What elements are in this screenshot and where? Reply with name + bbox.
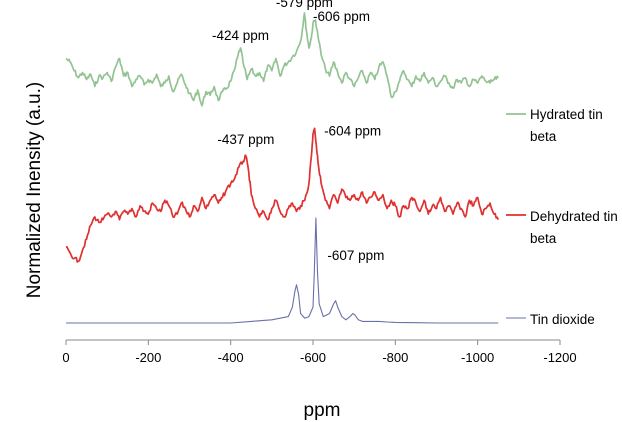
plot-lines	[65, 12, 500, 324]
y-axis-label: Normalized Inensity (a.u.)	[24, 82, 45, 298]
peak-annotations: -424 ppm -579 ppm-606 ppm -437 ppm -604 ppm…	[212, 0, 384, 263]
peak-label: -437 ppm	[217, 132, 274, 147]
series-line-dehydrated-tin-beta	[65, 127, 500, 263]
x-tick-label: -800	[382, 350, 408, 365]
legend-label: beta	[530, 231, 557, 246]
x-tick-label: -400	[218, 350, 244, 365]
legend-label: beta	[530, 129, 557, 144]
peak-label: -606 ppm	[313, 9, 370, 24]
legend-label: Tin dioxide	[530, 312, 595, 327]
peak-label: -604 ppm	[324, 123, 381, 138]
x-tick-label: -200	[135, 350, 161, 365]
series-line-tin-dioxide	[66, 217, 499, 324]
x-axis: 0 -200 -400 -600 -800 -1000 -1200	[62, 339, 577, 365]
series-line-hydrated-tin-beta	[65, 12, 499, 107]
legend: Hydrated tin beta Dehydrated tin beta Tin di…	[506, 107, 618, 327]
peak-label: -607 ppm	[327, 248, 384, 263]
legend-label: Hydrated tin	[530, 107, 603, 122]
legend-label: Dehydrated tin	[530, 209, 618, 224]
peak-label: -579 ppm	[276, 0, 333, 10]
peak-label: -424 ppm	[212, 28, 269, 43]
x-tick-label: 0	[62, 350, 69, 365]
x-axis-label: ppm	[304, 400, 341, 421]
x-tick-label: -600	[300, 350, 326, 365]
x-tick-label: -1000	[461, 350, 494, 365]
x-tick-label: -1200	[543, 350, 576, 365]
